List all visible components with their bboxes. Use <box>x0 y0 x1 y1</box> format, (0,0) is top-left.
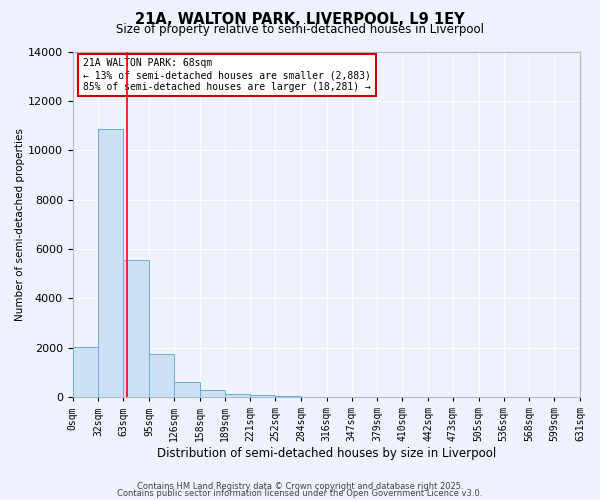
Bar <box>98 130 123 397</box>
Bar <box>200 390 224 397</box>
Bar <box>224 394 250 397</box>
Text: 21A WALTON PARK: 68sqm
← 13% of semi-detached houses are smaller (2,883)
85% of : 21A WALTON PARK: 68sqm ← 13% of semi-det… <box>83 58 371 92</box>
Text: Size of property relative to semi-detached houses in Liverpool: Size of property relative to semi-detach… <box>116 22 484 36</box>
X-axis label: Distribution of semi-detached houses by size in Liverpool: Distribution of semi-detached houses by … <box>157 447 496 460</box>
Text: 21A, WALTON PARK, LIVERPOOL, L9 1EY: 21A, WALTON PARK, LIVERPOOL, L9 1EY <box>135 12 465 28</box>
Bar <box>123 260 149 397</box>
Y-axis label: Number of semi-detached properties: Number of semi-detached properties <box>15 128 25 321</box>
Bar <box>174 382 200 397</box>
Bar <box>149 354 174 397</box>
Bar <box>275 396 301 397</box>
Bar <box>250 396 275 397</box>
Bar <box>73 346 98 397</box>
Text: Contains public sector information licensed under the Open Government Licence v3: Contains public sector information licen… <box>118 489 482 498</box>
Text: Contains HM Land Registry data © Crown copyright and database right 2025.: Contains HM Land Registry data © Crown c… <box>137 482 463 491</box>
